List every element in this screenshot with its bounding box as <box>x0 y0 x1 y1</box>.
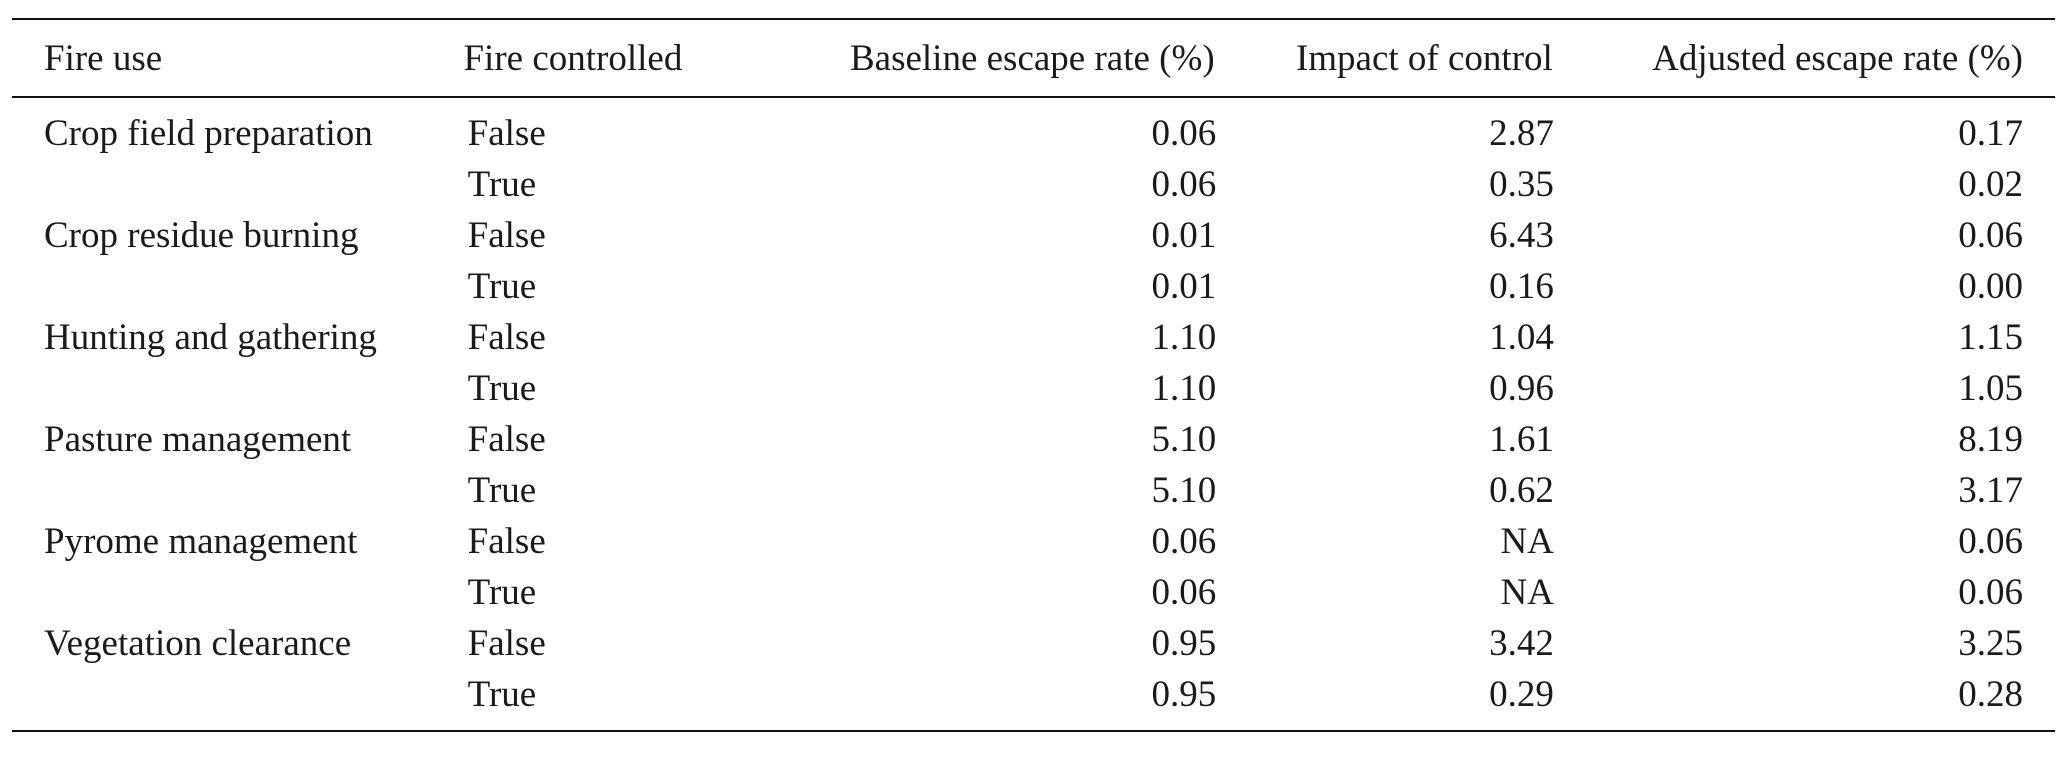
cell-impact-of-control: 6.43 <box>1489 214 1554 256</box>
cell-impact-of-control: 0.35 <box>1489 163 1554 205</box>
cell-fire-use: Crop residue burning <box>44 214 359 256</box>
cell-baseline-escape-rate: 5.10 <box>1151 418 1217 460</box>
cell-impact-of-control: 0.96 <box>1489 367 1554 409</box>
cell-baseline-escape-rate: 0.01 <box>1151 214 1217 256</box>
cell-adjusted-escape-rate: 0.06 <box>1958 571 2023 613</box>
cell-adjusted-escape-rate: 3.17 <box>1958 469 2023 511</box>
cell-baseline-escape-rate: 0.01 <box>1151 265 1217 307</box>
bottom-rule <box>12 729 2055 732</box>
cell-impact-of-control: 1.04 <box>1489 316 1554 358</box>
cell-fire-controlled: True <box>467 265 537 307</box>
table-row: Pyrome management False 0.06 NA 0.06 <box>12 516 2055 567</box>
header-adjusted-escape-rate: Adjusted escape rate (%) <box>1652 37 2023 79</box>
cell-baseline-escape-rate: 0.95 <box>1151 673 1217 715</box>
cell-fire-use: Vegetation clearance <box>44 622 352 664</box>
table-row: True 5.10 0.62 3.17 <box>12 465 2055 516</box>
cell-impact-of-control: 3.42 <box>1489 622 1554 664</box>
cell-adjusted-escape-rate: 0.06 <box>1958 520 2023 562</box>
table-row: True 0.01 0.16 0.00 <box>12 261 2055 312</box>
cell-baseline-escape-rate: 0.06 <box>1151 163 1217 205</box>
header-fire-controlled: Fire controlled <box>463 37 683 79</box>
cell-impact-of-control: 1.61 <box>1489 418 1554 460</box>
cell-baseline-escape-rate: 0.06 <box>1151 571 1217 613</box>
cell-adjusted-escape-rate: 0.28 <box>1958 673 2023 715</box>
cell-fire-use <box>12 669 468 720</box>
table-row: True 1.10 0.96 1.05 <box>12 363 2055 414</box>
cell-impact-of-control: NA <box>1500 520 1554 562</box>
header-impact-of-control: Impact of control <box>1295 37 1553 79</box>
cell-baseline-escape-rate: 5.10 <box>1151 469 1217 511</box>
cell-adjusted-escape-rate: 0.00 <box>1958 265 2023 307</box>
cell-fire-controlled: True <box>467 367 537 409</box>
cell-fire-controlled: False <box>467 214 546 256</box>
data-table: Fire use Fire controlled Baseline escape… <box>12 20 2055 96</box>
cell-fire-controlled: False <box>467 112 546 154</box>
cell-adjusted-escape-rate: 3.25 <box>1958 622 2023 664</box>
escape-rate-table: Fire use Fire controlled Baseline escape… <box>12 18 2055 732</box>
cell-impact-of-control: 0.29 <box>1489 673 1554 715</box>
top-rule <box>12 18 2055 20</box>
cell-fire-use <box>12 465 468 516</box>
header-baseline-escape-rate: Baseline escape rate (%) <box>849 37 1215 79</box>
cell-adjusted-escape-rate: 0.02 <box>1958 163 2023 205</box>
cell-adjusted-escape-rate: 1.15 <box>1958 316 2023 358</box>
table-row: True 0.06 NA 0.06 <box>12 567 2055 618</box>
cell-fire-use: Crop field preparation <box>44 112 373 154</box>
cell-adjusted-escape-rate: 0.17 <box>1958 112 2023 154</box>
cell-adjusted-escape-rate: 0.06 <box>1958 214 2023 256</box>
header-row: Fire use Fire controlled Baseline escape… <box>12 20 2055 96</box>
table-row: Crop field preparation False 0.06 2.87 0.17 <box>12 98 2055 159</box>
cell-impact-of-control: NA <box>1500 571 1554 613</box>
header-rule <box>12 96 2055 98</box>
cell-baseline-escape-rate: 0.95 <box>1151 622 1217 664</box>
cell-fire-use <box>12 159 468 210</box>
cell-fire-use <box>12 567 468 618</box>
header-fire-use: Fire use <box>44 37 163 79</box>
table-row: Vegetation clearance False 0.95 3.42 3.25 <box>12 618 2055 669</box>
cell-baseline-escape-rate: 1.10 <box>1151 316 1217 358</box>
cell-fire-controlled: True <box>467 673 537 715</box>
cell-adjusted-escape-rate: 1.05 <box>1958 367 2023 409</box>
cell-fire-controlled: True <box>467 469 537 511</box>
cell-fire-controlled: False <box>467 316 546 358</box>
cell-fire-controlled: False <box>467 418 546 460</box>
table-row: Crop residue burning False 0.01 6.43 0.06 <box>12 210 2055 261</box>
cell-baseline-escape-rate: 0.06 <box>1151 112 1217 154</box>
data-table-body: Crop field preparation False 0.06 2.87 0.17 T… <box>12 98 2055 720</box>
cell-fire-controlled: True <box>467 163 537 205</box>
cell-fire-use: Hunting and gathering <box>44 316 377 358</box>
cell-fire-use <box>12 363 468 414</box>
table-row: Hunting and gathering False 1.10 1.04 1.15 <box>12 312 2055 363</box>
cell-baseline-escape-rate: 0.06 <box>1151 520 1217 562</box>
table-row: Pasture management False 5.10 1.61 8.19 <box>12 414 2055 465</box>
cell-fire-controlled: True <box>467 571 537 613</box>
cell-impact-of-control: 0.16 <box>1489 265 1554 307</box>
table-row: True 0.95 0.29 0.28 <box>12 669 2055 720</box>
cell-baseline-escape-rate: 1.10 <box>1151 367 1217 409</box>
cell-impact-of-control: 0.62 <box>1489 469 1554 511</box>
cell-fire-controlled: False <box>467 622 546 664</box>
table-row: True 0.06 0.35 0.02 <box>12 159 2055 210</box>
cell-fire-use: Pyrome management <box>44 520 358 562</box>
cell-fire-controlled: False <box>467 520 546 562</box>
cell-adjusted-escape-rate: 8.19 <box>1958 418 2023 460</box>
cell-fire-use: Pasture management <box>44 418 352 460</box>
cell-fire-use <box>12 261 468 312</box>
cell-impact-of-control: 2.87 <box>1489 112 1554 154</box>
